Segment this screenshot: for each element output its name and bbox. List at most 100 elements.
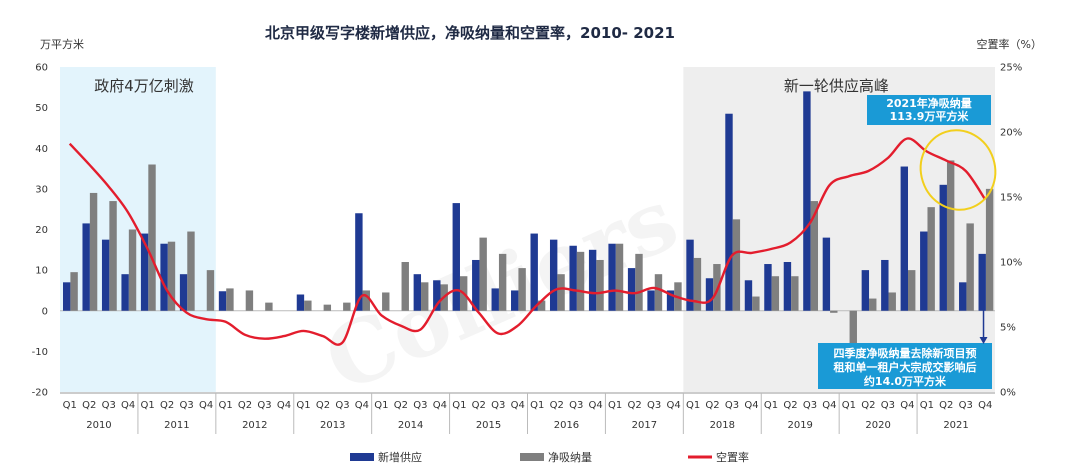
bar-new-supply-39 [822,237,831,311]
callout-2021-absorption-line-0: 2021年净吸纳量 [886,96,972,110]
bar-net-absorption-3 [128,229,137,311]
x-quarter-label-47: Q4 [978,400,992,411]
y-left-tick-0: 60 [35,63,48,74]
bar-new-supply-35 [744,280,753,311]
legend-label-1: 净吸纳量 [548,450,592,464]
bar-net-absorption-1 [89,192,98,311]
bar-new-supply-26 [569,245,577,311]
x-quarter-label-39: Q4 [822,400,836,411]
bar-new-supply-27 [588,249,597,311]
bar-new-supply-22 [491,288,499,311]
bar-new-supply-41 [861,270,870,311]
bar-new-supply-43 [900,166,909,311]
x-quarter-label-0: Q1 [63,400,77,411]
x-quarter-label-9: Q2 [238,400,252,411]
bar-new-supply-15 [355,213,363,311]
bar-net-absorption-16 [382,292,390,311]
zone-label-1: 新一轮供应高峰 [784,77,889,95]
bar-new-supply-24 [530,233,538,311]
bar-net-absorption-15 [362,290,370,311]
bar-new-supply-37 [783,262,792,311]
x-year-label-1: 2011 [164,420,189,431]
bar-new-supply-21 [472,259,480,311]
bar-new-supply-36 [764,264,772,311]
bar-new-supply-0 [63,282,71,311]
zone-label-0: 政府4万亿刺激 [94,77,194,95]
bar-net-absorption-32 [693,257,702,311]
bar-net-absorption-21 [479,237,487,311]
y-left-tick-3: 30 [35,184,48,195]
arrow-head [979,337,988,344]
x-year-label-8: 2018 [710,420,735,431]
x-quarter-label-19: Q4 [433,400,447,411]
bar-net-absorption-33 [713,264,721,311]
highlight-ellipse [919,129,997,211]
bar-net-absorption-24 [537,300,546,311]
legend: 新增供应 净吸纳量 空置率 [350,450,749,464]
x-year-label-7: 2017 [632,420,657,431]
bar-new-supply-44 [920,231,928,311]
bar-new-supply-34 [725,113,733,311]
y-right-tick-0: 25% [1000,63,1022,74]
bar-new-supply-25 [549,239,558,311]
bar-new-supply-31 [666,290,675,311]
x-quarter-label-17: Q2 [394,400,408,411]
bar-net-absorption-13 [323,304,332,311]
x-quarter-label-26: Q3 [569,400,583,411]
bar-new-supply-4 [140,233,149,311]
bar-net-absorption-34 [732,219,741,311]
callout-2021-absorption [867,95,991,125]
y-right-tick-1: 20% [1000,128,1022,139]
x-quarter-label-43: Q4 [900,400,914,411]
bar-net-absorption-36 [771,276,780,311]
series-new-supply [63,91,986,311]
bar-new-supply-30 [647,290,655,311]
x-year-label-9: 2019 [787,420,812,431]
bar-net-absorption-47 [985,188,994,311]
bar-net-absorption-7 [206,270,215,311]
x-quarter-label-32: Q1 [686,400,700,411]
bar-net-absorption-28 [615,243,624,311]
x-quarter-label-29: Q2 [628,400,642,411]
x-quarter-label-37: Q2 [783,400,797,411]
bar-net-absorption-23 [518,268,526,311]
bar-net-absorption-41 [869,298,877,311]
bar-net-absorption-4 [148,164,156,311]
legend-label-2: 空置率 [716,450,749,464]
bar-net-absorption-17 [401,262,409,311]
x-quarter-label-35: Q4 [744,400,758,411]
x-quarter-label-12: Q1 [296,400,310,411]
bar-new-supply-42 [881,259,889,311]
callout-q4-adjusted-line-0: 四季度净吸纳量去除新项目预 [834,346,977,360]
callout-q4-adjusted-line-2: 约14.0万平方米 [864,374,947,388]
bar-net-absorption-29 [635,253,643,311]
y-axis-left-label: 万平方米 [40,37,84,51]
callout-q4-adjusted-line-1: 租和单一租户大宗成交影响后 [834,360,977,374]
bar-net-absorption-5 [167,241,176,311]
x-year-label-3: 2013 [320,420,345,431]
chart-title: 北京甲级写字楼新增供应，净吸纳量和空置率，2010- 2021 [265,24,675,42]
x-quarter-label-22: Q3 [491,400,505,411]
bar-new-supply-29 [627,268,636,311]
x-year-label-2: 2012 [242,420,267,431]
chart-axes [60,310,995,434]
x-quarter-label-14: Q3 [335,400,349,411]
y-left-tick-1: 50 [35,103,48,114]
x-quarter-label-1: Q2 [82,400,96,411]
line-vacancy-rate [68,137,987,346]
y-left-tick-5: 10 [35,266,48,277]
bar-net-absorption-37 [791,276,799,311]
bar-net-absorption-26 [576,251,585,311]
bar-net-absorption-35 [752,296,760,311]
legend-swatch-1 [520,453,544,461]
x-quarter-label-6: Q3 [179,400,193,411]
y-left-tick-2: 40 [35,144,48,155]
x-quarter-label-40: Q1 [842,400,856,411]
x-quarter-label-36: Q1 [764,400,778,411]
x-quarter-label-41: Q2 [861,400,875,411]
legend-label-0: 新增供应 [378,450,422,464]
x-quarter-label-8: Q1 [218,400,232,411]
bar-net-absorption-27 [596,259,604,311]
annotations: 2021年净吸纳量113.9万平方米四季度净吸纳量去除新项目预租和单一租户大宗成… [818,95,997,389]
bar-new-supply-1 [82,223,90,311]
